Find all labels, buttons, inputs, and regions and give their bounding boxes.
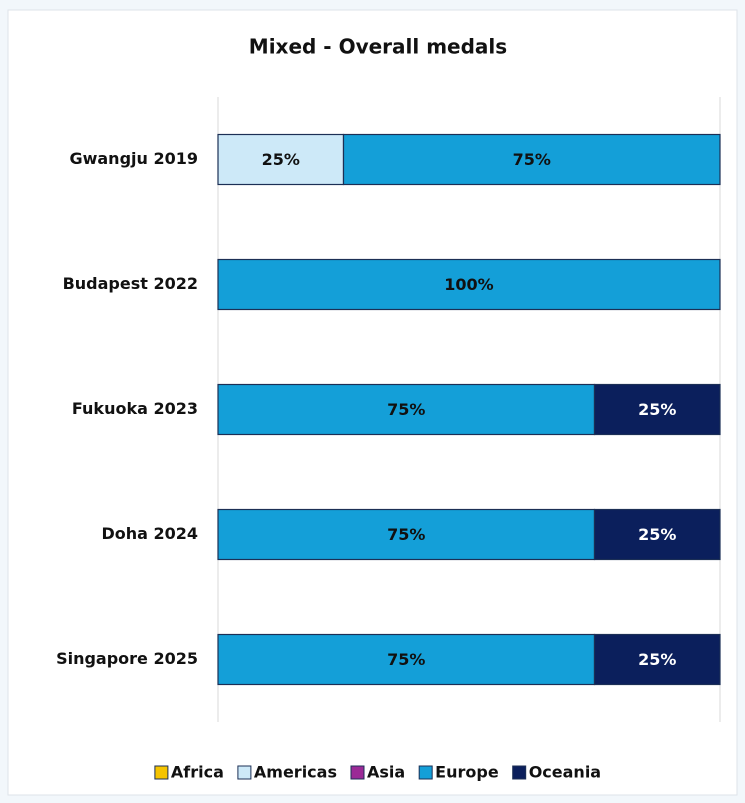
bar-segment xyxy=(593,383,721,436)
legend-label: Asia xyxy=(367,763,405,782)
data-label: 75% xyxy=(513,150,551,169)
data-label: 75% xyxy=(387,400,425,419)
bar-segment xyxy=(593,633,721,686)
legend-swatch xyxy=(512,765,527,780)
data-label: 25% xyxy=(638,650,676,669)
data-label: 25% xyxy=(638,400,676,419)
y-tick-label: Gwangju 2019 xyxy=(69,149,198,168)
legend-swatch xyxy=(350,765,365,780)
y-tick-label: Singapore 2025 xyxy=(56,649,198,668)
bar-segment xyxy=(217,508,596,561)
y-tick-label: Doha 2024 xyxy=(101,524,198,543)
legend-swatch xyxy=(237,765,252,780)
legend-label: Americas xyxy=(254,763,337,782)
data-label: 25% xyxy=(638,525,676,544)
bar-segment xyxy=(217,258,721,311)
bar-segment xyxy=(342,133,721,186)
y-tick-label: Budapest 2022 xyxy=(63,274,198,293)
legend-label: Africa xyxy=(171,763,224,782)
data-label: 75% xyxy=(387,525,425,544)
chart-title: Mixed - Overall medals xyxy=(249,35,507,59)
bar-segment xyxy=(217,633,596,686)
bar-segment xyxy=(217,133,345,186)
y-tick-label: Fukuoka 2023 xyxy=(72,399,198,418)
data-label: 100% xyxy=(444,275,493,294)
bar-segment xyxy=(593,508,721,561)
legend-swatch xyxy=(418,765,433,780)
data-label: 25% xyxy=(262,150,300,169)
legend-label: Europe xyxy=(435,763,499,782)
legend-swatch xyxy=(154,765,169,780)
data-label: 75% xyxy=(387,650,425,669)
legend-label: Oceania xyxy=(529,763,601,782)
